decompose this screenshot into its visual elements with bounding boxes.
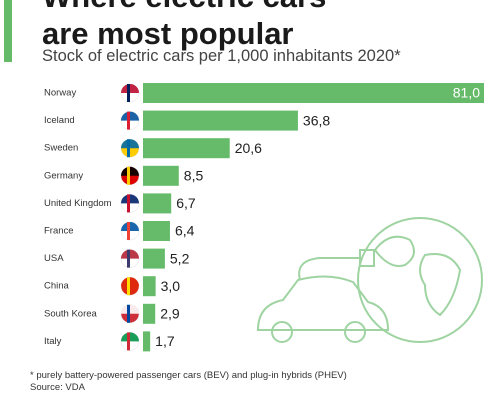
value-label: 5,2 — [170, 250, 190, 266]
category-label: Italy — [44, 336, 62, 347]
illustration — [256, 217, 483, 343]
chart-subtitle: Stock of electric cars per 1,000 inhabit… — [42, 47, 401, 65]
category-label: South Korea — [44, 308, 98, 319]
bar — [143, 193, 172, 214]
flag-part — [127, 194, 130, 213]
value-label: 1,7 — [155, 333, 175, 349]
category-label: China — [44, 281, 70, 292]
chart-title: Where electric cars are most popular — [42, 0, 326, 51]
value-label: 81,0 — [453, 85, 480, 101]
bar — [143, 165, 179, 186]
flag-part — [127, 139, 130, 158]
category-label: France — [44, 226, 74, 237]
category-label: USA — [44, 253, 64, 264]
flag-part — [127, 304, 130, 323]
cable — [298, 257, 360, 281]
value-label: 20,6 — [235, 140, 262, 156]
flag-part — [127, 111, 130, 130]
wheel — [344, 321, 366, 343]
footer: * purely battery-powered passenger cars … — [30, 370, 347, 394]
bar — [143, 248, 165, 269]
flag-part — [127, 277, 130, 296]
category-label: Sweden — [44, 143, 78, 154]
flag-part — [127, 332, 130, 351]
bar — [143, 138, 230, 159]
bar — [143, 221, 170, 241]
source: Source: VDA — [30, 382, 85, 393]
car — [256, 275, 390, 331]
category-label: United Kingdom — [44, 198, 112, 209]
value-label: 2,9 — [160, 306, 180, 322]
flag-part — [127, 222, 130, 240]
plug — [359, 249, 375, 267]
bar — [143, 83, 484, 103]
category-label: Iceland — [44, 115, 75, 126]
bar — [143, 303, 156, 324]
bar — [143, 110, 298, 131]
bar — [143, 331, 151, 352]
category-label: Norway — [44, 88, 76, 99]
footnote: * purely battery-powered passenger cars … — [30, 370, 347, 381]
accent-bar — [4, 0, 12, 62]
value-label: 36,8 — [303, 112, 330, 128]
wheel — [271, 321, 293, 343]
category-label: Germany — [44, 170, 83, 181]
flag-part — [127, 249, 130, 268]
continent — [373, 235, 415, 267]
flag-part — [127, 84, 130, 102]
globe — [357, 217, 483, 343]
value-label: 8,5 — [184, 168, 204, 184]
value-label: 6,4 — [175, 223, 195, 239]
continent — [419, 253, 462, 317]
value-label: 6,7 — [176, 195, 196, 211]
flag-part — [127, 166, 130, 185]
bar — [143, 276, 156, 297]
value-label: 3,0 — [161, 278, 181, 294]
